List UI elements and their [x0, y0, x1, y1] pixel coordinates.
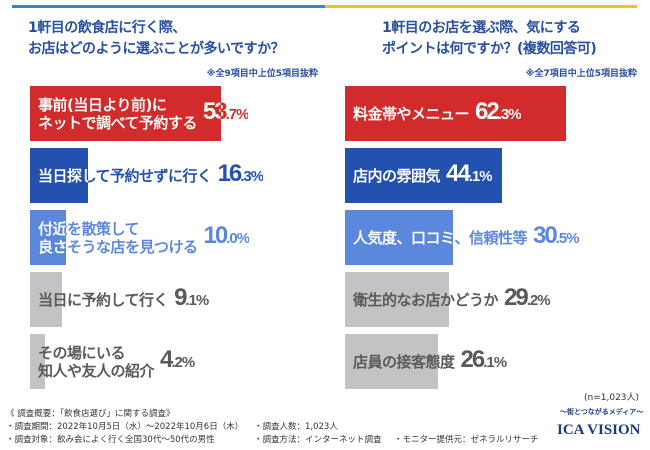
chart-title: 1軒目の飲食店に行く際、 お店はどのように選ぶことが多いですか？ [28, 20, 285, 57]
category-label: 付近を散策して 良さそうな店を見つける [38, 219, 198, 256]
value-label: 10.0% [203, 222, 250, 249]
bar-row: 店員の接客態度 26.1% [345, 334, 645, 389]
bar [30, 210, 66, 265]
bar [345, 272, 449, 327]
value-label: 44.1% [446, 160, 492, 187]
bar-row: 店内の雰囲気 44.1% [345, 148, 645, 203]
bar-row: 人気度、口コミ、信頼性等 30.5% [345, 210, 645, 265]
bar [30, 148, 88, 203]
footer-period: ・調査期間：2022年10月5日（水）～2022年10月6日（木） [6, 422, 244, 432]
value-label: 53.7% [202, 98, 249, 125]
value-label: 26.1% [460, 346, 508, 373]
value-label: 9.1% [174, 284, 209, 311]
bar [345, 86, 567, 141]
footer-target: ・調査対象：飲み会によく行く全国30代～50代の男性 [6, 435, 215, 445]
chart-title: 1軒目のお店を選ぶ際、気にする ポイントは何ですか？(複数回答可) [382, 20, 597, 57]
category-label: 当日探して予約せずに行く [38, 166, 212, 185]
category-label: 料金帯やメニュー [353, 104, 470, 123]
bar-row: 衛生的なお店かどうか 29.2% [345, 272, 645, 327]
chart-note: ※全9項目中上位5項目抜粋 [206, 69, 318, 79]
bar-row: その場にいる 知人や友人の紹介 4.2% [30, 334, 330, 389]
category-label: 事前(当日より前)に ネットで調べて予約する [38, 95, 197, 132]
bar [345, 210, 454, 265]
footer-count: ・調査人数：1,023人 [254, 422, 338, 432]
bar-row: 事前(当日より前)に ネットで調べて予約する 53.7% [30, 86, 330, 141]
value-label: 4.2% [160, 346, 195, 373]
right-accent-line [325, 5, 637, 8]
footer-monitor: ・モニター提供元：ゼネラルリサーチ [394, 435, 539, 445]
bar-row: 付近を散策して 良さそうな店を見つける 10.0% [30, 210, 330, 265]
category-label: その場にいる 知人や友人の紹介 [38, 343, 155, 380]
bar [30, 272, 63, 327]
category-label: 衛生的なお店かどうか [353, 290, 499, 309]
footer-method: ・調査方法：インターネット調査 [254, 435, 382, 445]
chart-note: ※全7項目中上位5項目抜粋 [525, 69, 637, 79]
value-label: 29.2% [504, 284, 551, 311]
category-label: 店員の接客態度 [353, 352, 455, 371]
bar-row: 当日探して予約せずに行く 16.3% [30, 148, 330, 203]
value-label: 16.3% [217, 160, 264, 187]
category-label: 当日に予約して行く [38, 290, 169, 309]
bar [30, 86, 221, 141]
category-label: 人気度、口コミ、信頼性等 [353, 228, 528, 247]
category-label: 店内の雰囲気 [353, 166, 441, 185]
bar-row: 料金帯やメニュー 62.3% [345, 86, 645, 141]
value-label: 30.5% [533, 222, 579, 249]
bar [345, 334, 438, 389]
logo: ICA VISION [557, 422, 641, 438]
footer-heading: 《 調査概要：「飲食店選び」に関する調査》 [6, 409, 175, 419]
value-label: 62.3% [475, 98, 521, 125]
bar [345, 148, 502, 203]
bar-row: 当日に予約して行く 9.1% [30, 272, 330, 327]
left-accent-line [12, 5, 325, 8]
bar [30, 334, 45, 389]
sample-size: (n=1,023人) [584, 393, 640, 403]
logo-tagline: ～街とつながるメディア～ [560, 408, 644, 416]
